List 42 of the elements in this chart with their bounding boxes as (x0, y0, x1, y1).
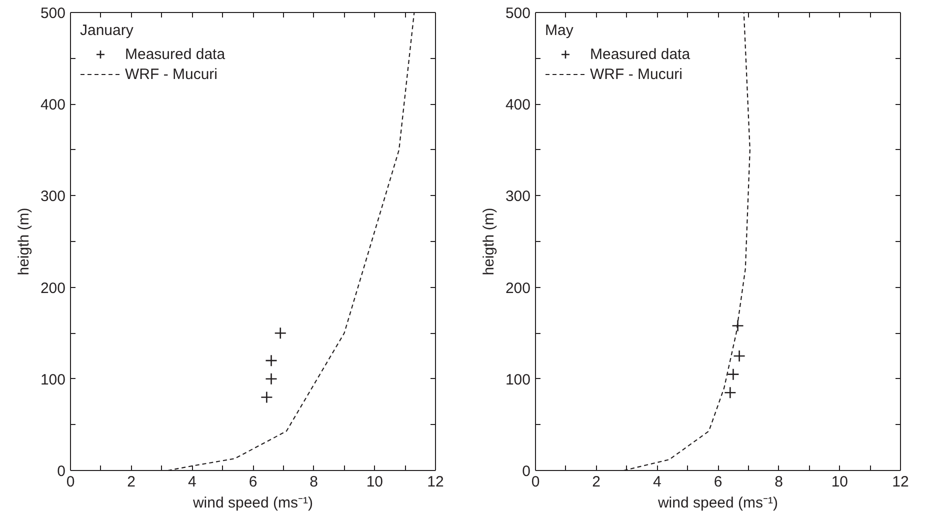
x-tick-label: 12 (427, 474, 444, 490)
point (724, 386, 736, 399)
y-tick-label: 100 (40, 371, 66, 388)
x-tick-label: 4 (652, 474, 662, 490)
x-tick-label: 8 (774, 474, 784, 490)
x-tick-label: 2 (592, 474, 601, 490)
legend-label: Measured data (125, 46, 226, 62)
x-tick-label: 8 (310, 474, 318, 490)
point (265, 354, 278, 367)
y-tick-label: 400 (505, 96, 531, 114)
point (732, 320, 744, 332)
x-axis-title: wind speed (ms⁻¹) (192, 494, 314, 512)
y-axis-title: heigth (m) (15, 208, 32, 276)
x-tick-label: 12 (892, 474, 909, 490)
point (274, 326, 287, 340)
point (727, 368, 740, 380)
point (260, 391, 273, 404)
x-tick-label: 4 (188, 474, 196, 490)
y-tick-label: 300 (505, 188, 531, 206)
x-axis-title: wind speed (ms⁻¹) (656, 494, 778, 512)
legend-title: January (80, 22, 134, 39)
legend-label: WRF - Mucuri (590, 66, 682, 82)
legend-label: Measured data (590, 46, 690, 62)
y-tick-label: 500 (505, 5, 531, 22)
y-tick-label: 200 (40, 280, 66, 297)
x-tick-label: 10 (831, 474, 848, 490)
x-tick-label: 6 (714, 474, 722, 490)
y-tick-label: 500 (40, 5, 66, 22)
x-tick-label: 6 (248, 474, 258, 490)
y-tick-label: 0 (522, 463, 530, 480)
x-tick-label: 10 (366, 474, 384, 490)
point (265, 372, 278, 386)
y-axis-title: heigth (m) (480, 208, 498, 276)
y-tick-label: 0 (57, 463, 66, 480)
point (733, 350, 746, 362)
y-tick-label: 100 (505, 371, 531, 388)
y-tick-label: 400 (40, 96, 66, 114)
y-tick-label: 300 (40, 188, 66, 206)
legend-title: May (545, 22, 574, 39)
legend-label: WRF - Mucuri (125, 66, 218, 82)
x-tick-label: 2 (127, 474, 136, 490)
y-tick-label: 200 (505, 280, 531, 297)
